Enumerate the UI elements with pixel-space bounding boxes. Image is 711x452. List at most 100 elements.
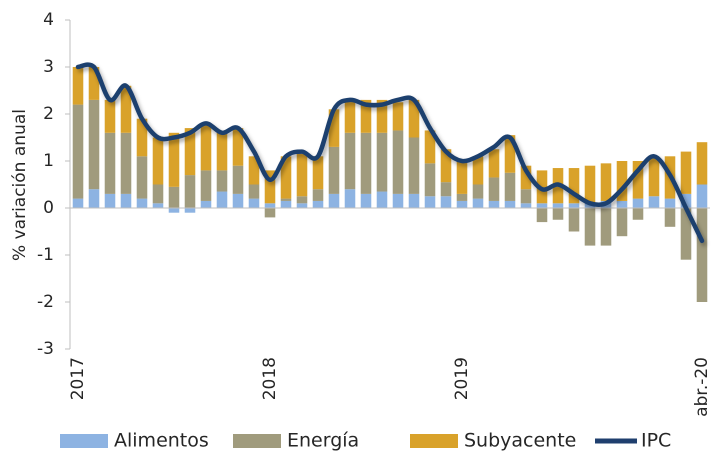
x-tick-label: 2018	[260, 357, 280, 400]
bar-segment	[344, 189, 356, 208]
bar-segment	[632, 161, 644, 199]
bar-segment	[520, 165, 532, 190]
bar-segment	[408, 137, 420, 194]
bar-segment	[520, 203, 532, 208]
bar-segment	[616, 161, 628, 201]
bar-segment	[200, 200, 212, 208]
bar-segment	[104, 132, 116, 194]
legend-label: IPC	[641, 430, 671, 452]
bar-segment	[456, 161, 468, 194]
bar-segment	[72, 67, 84, 105]
y-tick-label: 0	[43, 198, 54, 218]
bar-segment	[312, 200, 324, 208]
bar-segment	[152, 203, 164, 208]
y-tick-label: -2	[37, 292, 54, 312]
bar-segment	[680, 208, 692, 260]
y-axis-label: % variación anual	[10, 109, 30, 261]
bar-segment	[440, 182, 452, 197]
bar-segment	[216, 132, 228, 171]
legend-label: Energía	[287, 430, 359, 452]
line	[75, 62, 705, 244]
bar-segment	[424, 196, 436, 208]
bar-segment	[632, 198, 644, 208]
bar-segment	[488, 149, 500, 178]
bar-segment	[120, 132, 132, 194]
bar-segment	[200, 170, 212, 201]
bar-segment	[568, 168, 580, 204]
bar-segment	[680, 193, 692, 208]
bar-segment	[296, 196, 308, 204]
bar-segment	[552, 203, 564, 208]
bar-segment	[232, 128, 244, 166]
bar-segment	[408, 99, 420, 138]
bar-segment	[472, 198, 484, 208]
bar-segment	[88, 99, 100, 190]
x-tick-label: abr.-20	[692, 357, 711, 417]
bar-segment	[280, 198, 292, 201]
bar-segment	[184, 175, 196, 208]
bar-segment	[632, 208, 644, 220]
bar-segment	[120, 193, 132, 208]
bar-segment	[216, 170, 228, 192]
bar-segment	[376, 99, 388, 133]
bar-segment	[312, 156, 324, 190]
y-tick-label: 4	[43, 10, 54, 30]
bar-segment	[200, 123, 212, 171]
legend-item: Subyacente	[410, 430, 576, 452]
bar-segment	[424, 163, 436, 197]
bar-segment	[600, 163, 612, 201]
bar-segment	[504, 200, 516, 208]
bar-segment	[264, 203, 276, 208]
bar-segment	[168, 186, 180, 208]
bar-segment	[296, 203, 308, 208]
bar-segment	[280, 156, 292, 199]
bar-segment	[584, 208, 596, 246]
bar-segment	[680, 151, 692, 194]
legend-swatch	[60, 434, 108, 448]
legend-label: Alimentos	[114, 430, 209, 452]
bar-segment	[104, 193, 116, 208]
y-tick-label: -1	[37, 245, 54, 265]
bar-segment	[312, 189, 324, 201]
legend-item: Energía	[233, 430, 359, 452]
bar-segment	[392, 102, 404, 131]
legend-swatch	[410, 434, 458, 448]
bar-segment	[360, 193, 372, 208]
bar-segment	[120, 85, 132, 133]
bar-segment	[136, 198, 148, 208]
bar-segment	[344, 132, 356, 190]
bar-segment	[536, 208, 548, 223]
bar-segment	[360, 132, 372, 194]
bar-segment	[488, 177, 500, 201]
bar-segment	[568, 203, 580, 208]
bar-segment	[616, 200, 628, 208]
bar-segment	[520, 189, 532, 204]
bar-segment	[472, 184, 484, 199]
x-tick-label: 2019	[452, 357, 472, 400]
bar-segment	[168, 208, 180, 213]
bar-segment	[72, 198, 84, 208]
bar-segment	[536, 203, 548, 208]
bar-segment	[248, 156, 260, 185]
bar-segment	[184, 128, 196, 176]
bar-segment	[136, 156, 148, 199]
bar-segment	[504, 172, 516, 201]
bar-segment	[584, 165, 596, 204]
bar-segment	[392, 130, 404, 194]
bar-segment	[280, 200, 292, 208]
bar-segment	[440, 149, 452, 183]
bar-segment	[264, 170, 276, 204]
bar-segment	[136, 118, 148, 157]
legend-item: Alimentos	[60, 430, 209, 452]
bar-segment	[184, 208, 196, 213]
bar-segment	[424, 130, 436, 164]
y-tick-label: 3	[43, 57, 54, 77]
bar-segment	[264, 208, 276, 218]
y-tick-label: 1	[43, 151, 54, 171]
bar-segment	[344, 99, 356, 133]
bar-segment	[328, 193, 340, 208]
bar-segment	[616, 208, 628, 237]
bar-segment	[568, 208, 580, 232]
bar-segment	[648, 156, 660, 197]
